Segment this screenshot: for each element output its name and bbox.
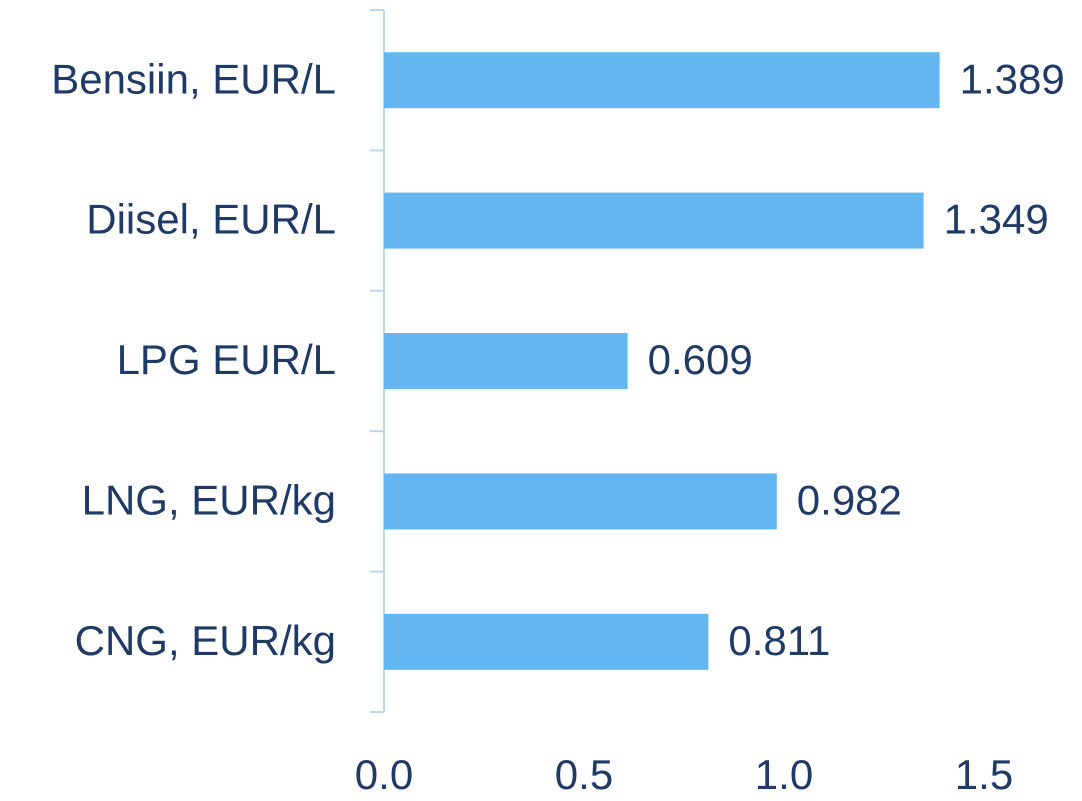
value-label: 1.389 [960,55,1065,102]
value-label: 1.349 [944,196,1049,243]
bar [384,333,628,389]
bar [384,473,777,530]
y-tick-label: Diisel, EUR/L [86,196,336,243]
bar [384,613,709,670]
value-label: 0.811 [728,617,830,664]
y-tick-label: Bensiin, EUR/L [51,55,336,102]
bar [384,192,924,249]
y-tick-label: LNG, EUR/kg [82,476,336,523]
value-label: 0.609 [648,336,753,383]
y-tick-label: LPG EUR/L [117,336,336,383]
x-tick-label: 0.5 [555,751,613,798]
x-tick-label: 1.0 [755,751,813,798]
bar [384,52,940,109]
y-tick-label: CNG, EUR/kg [75,617,336,664]
x-tick-label: 0.0 [355,751,413,798]
x-tick-label: 1.5 [955,751,1013,798]
value-label: 0.982 [797,476,902,523]
